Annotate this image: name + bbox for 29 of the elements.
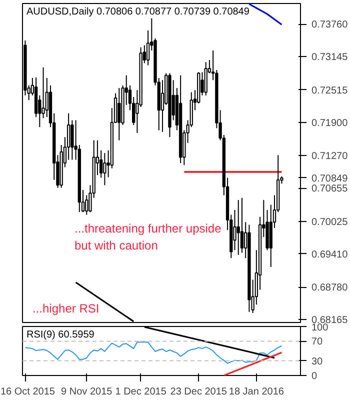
candlestick	[236, 199, 240, 256]
y-tick-label: 0.73145	[312, 52, 348, 64]
candlestick	[103, 152, 106, 186]
chart-title: AUDUSD,Daily 0.70806 0.70877 0.70739 0.70849	[26, 6, 250, 18]
x-tick-label: 23 Dec 2015	[170, 386, 228, 398]
candlestick	[70, 120, 74, 160]
y-tick-label: 0.71270	[312, 151, 348, 162]
x-tick-label: 1 Dec 2015	[115, 386, 167, 398]
y-tick-label: 0.73760	[312, 20, 348, 31]
candlestick	[118, 88, 121, 141]
y-tick-label: 0.71900	[312, 118, 348, 129]
y-tick-label: 30	[312, 356, 324, 368]
annotation: ...threatening further upside but with caution	[74, 222, 222, 252]
y-tick-label: 0.70025	[312, 216, 348, 228]
candlestick	[204, 62, 208, 96]
line-series	[24, 342, 282, 364]
x-tick-label: 9 Nov 2015	[61, 386, 113, 398]
annotation: ...higher RSI	[32, 302, 100, 316]
chart-title: RSI(9) 60.5959	[26, 330, 95, 340]
y-tick-label: 0.69410	[312, 249, 348, 260]
y-tick-label: 0.72515	[312, 85, 348, 96]
x-tick-label: 16 Oct 2015	[0, 386, 56, 398]
x-tick-label: 18 Jan 2016	[228, 386, 284, 398]
y-tick-label: 70	[312, 336, 324, 348]
y-tick-label: 0	[312, 371, 318, 382]
y-tick-label: 0.70655	[312, 184, 348, 195]
y-tick-label: 0.68780	[312, 282, 348, 294]
candlestick	[42, 66, 45, 119]
y-tick-label: 0.70849	[312, 173, 348, 184]
